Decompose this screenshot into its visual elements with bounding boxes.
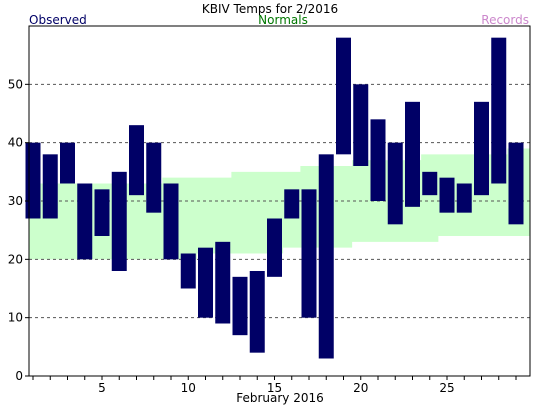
observed-bar (180, 253, 196, 289)
observed-bar (215, 241, 231, 324)
observed-bar (198, 247, 213, 318)
plot-area: 0 10 20 30 40 50 5 10 15 20 25 (8, 25, 531, 395)
observed-bar (284, 189, 300, 219)
observed-bar (42, 154, 58, 219)
observed-bar (456, 183, 472, 213)
observed-bar (508, 142, 524, 225)
observed-bar (318, 154, 334, 359)
observed-bar (353, 84, 369, 166)
observed-bar (163, 183, 179, 260)
observed-bar (387, 142, 403, 225)
x-tick-label: 25 (439, 381, 454, 395)
observed-bar (491, 37, 507, 184)
observed-bar (405, 101, 420, 207)
x-tick-label: 10 (181, 381, 196, 395)
y-tick-label: 20 (8, 252, 23, 266)
y-tick-label: 50 (8, 77, 23, 91)
x-tick-label: 5 (98, 381, 106, 395)
observed-bar (77, 183, 93, 260)
observed-bar (249, 271, 265, 353)
y-tick-label: 0 (15, 369, 23, 383)
observed-bar (60, 142, 75, 184)
legend-observed: Observed (29, 13, 87, 27)
x-axis-label: February 2016 (236, 391, 324, 405)
y-tick-label: 40 (8, 136, 23, 150)
observed-bar (25, 142, 41, 219)
observed-bar (301, 189, 317, 318)
observed-bar (267, 218, 282, 277)
observed-bar (111, 171, 127, 271)
y-tick-label: 30 (8, 194, 23, 208)
observed-bar (129, 125, 144, 196)
chart-title: KBIV Temps for 2/2016 (202, 2, 338, 16)
y-tick-label: 10 (8, 311, 23, 325)
observed-bar (336, 37, 351, 155)
observed-bar (439, 177, 455, 213)
legend-normals: Normals (258, 13, 308, 27)
observed-bar (370, 119, 386, 201)
observed-bar (422, 171, 438, 196)
x-tick-label: 15 (267, 381, 282, 395)
x-tick-label: 20 (353, 381, 368, 395)
observed-bar (474, 101, 489, 196)
observed-bar (94, 189, 110, 236)
observed-bar (146, 142, 162, 213)
normals-band (29, 148, 530, 260)
legend-records: Records (481, 13, 529, 27)
observed-bar (232, 276, 248, 336)
